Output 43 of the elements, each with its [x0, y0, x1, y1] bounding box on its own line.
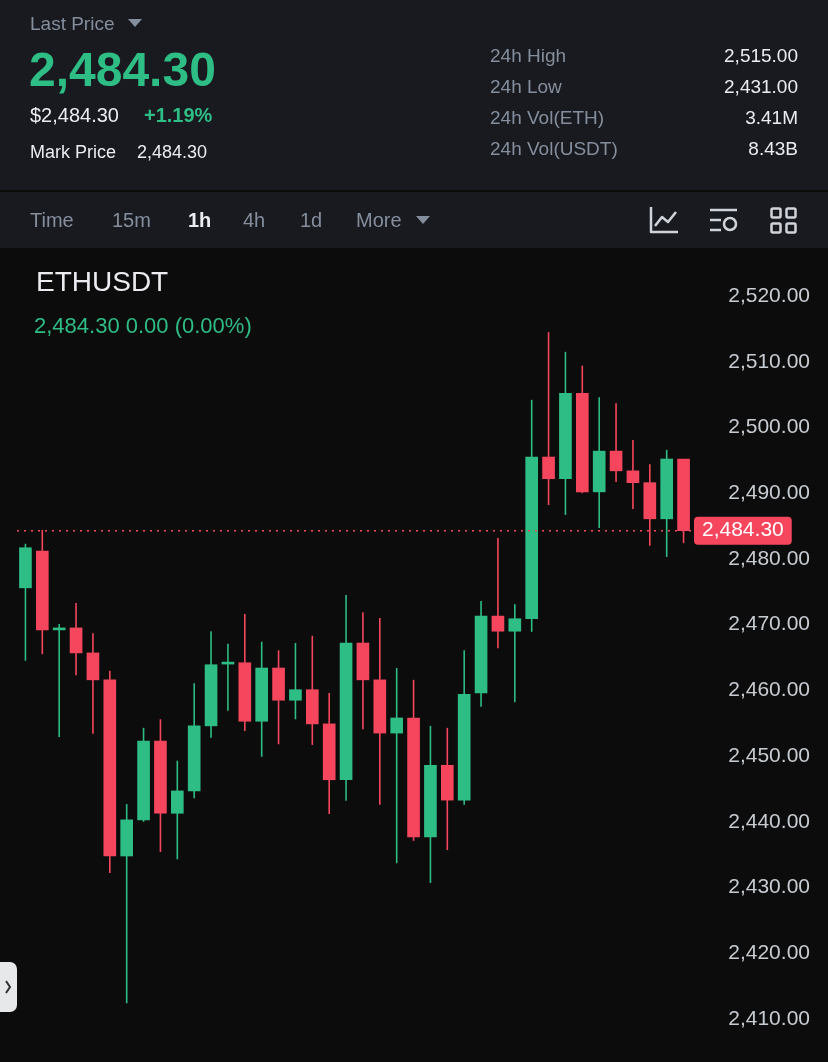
- text: 4h: [243, 209, 266, 232]
- y-tick-label: 2,410.00: [728, 1005, 810, 1029]
- text: 8.43B: [748, 138, 798, 160]
- y-tick-label: 2,430.00: [728, 874, 810, 898]
- text: +1.19%: [144, 104, 213, 127]
- y-tick-label: 2,490.00: [728, 479, 810, 503]
- text: 24h High: [490, 45, 567, 67]
- candlestick: [491, 537, 505, 650]
- candlestick: [390, 667, 404, 865]
- text: 15m: [112, 209, 151, 232]
- chart-title: ETHUSDT: [36, 266, 169, 298]
- y-tick-label: 2,500.00: [728, 414, 810, 438]
- text: 24h Vol(ETH): [490, 107, 605, 129]
- candlestick: [542, 331, 555, 506]
- y-tick-label: 2,450.00: [728, 742, 810, 766]
- text: More: [356, 209, 402, 232]
- text: 1d: [300, 209, 323, 232]
- y-tick-label: 2,440.00: [728, 808, 810, 832]
- candlestick: [170, 759, 184, 861]
- text: 2,484.30: [29, 42, 216, 97]
- text: 1h: [188, 209, 212, 232]
- text: 2,484.30: [137, 142, 208, 163]
- text: 3.41M: [745, 107, 798, 129]
- candlestick: [626, 439, 640, 510]
- text: 2,515.00: [724, 45, 798, 67]
- y-tick-label: 2,420.00: [728, 940, 810, 964]
- text: 2,431.00: [724, 76, 798, 98]
- ref-line-label: 2,484.30: [702, 517, 784, 541]
- text: 2,484.30 0.00 (0.00%): [34, 313, 252, 339]
- y-tick-label: 2,460.00: [728, 677, 810, 701]
- y-tick-label: 2,470.00: [728, 611, 810, 635]
- text: Last Price: [30, 13, 115, 35]
- text: Mark Price: [30, 142, 117, 163]
- text: 24h Vol(USDT): [490, 138, 618, 160]
- candlestick: [289, 642, 302, 721]
- candlestick: [609, 402, 623, 483]
- text: Time: [30, 209, 74, 232]
- text: 24h Low: [490, 76, 562, 98]
- text: $2,484.30: [30, 104, 119, 127]
- y-tick-label: 2,520.00: [728, 282, 810, 306]
- y-tick-label: 2,480.00: [728, 545, 810, 569]
- candlestick: [508, 603, 522, 703]
- y-tick-label: 2,510.00: [728, 348, 810, 372]
